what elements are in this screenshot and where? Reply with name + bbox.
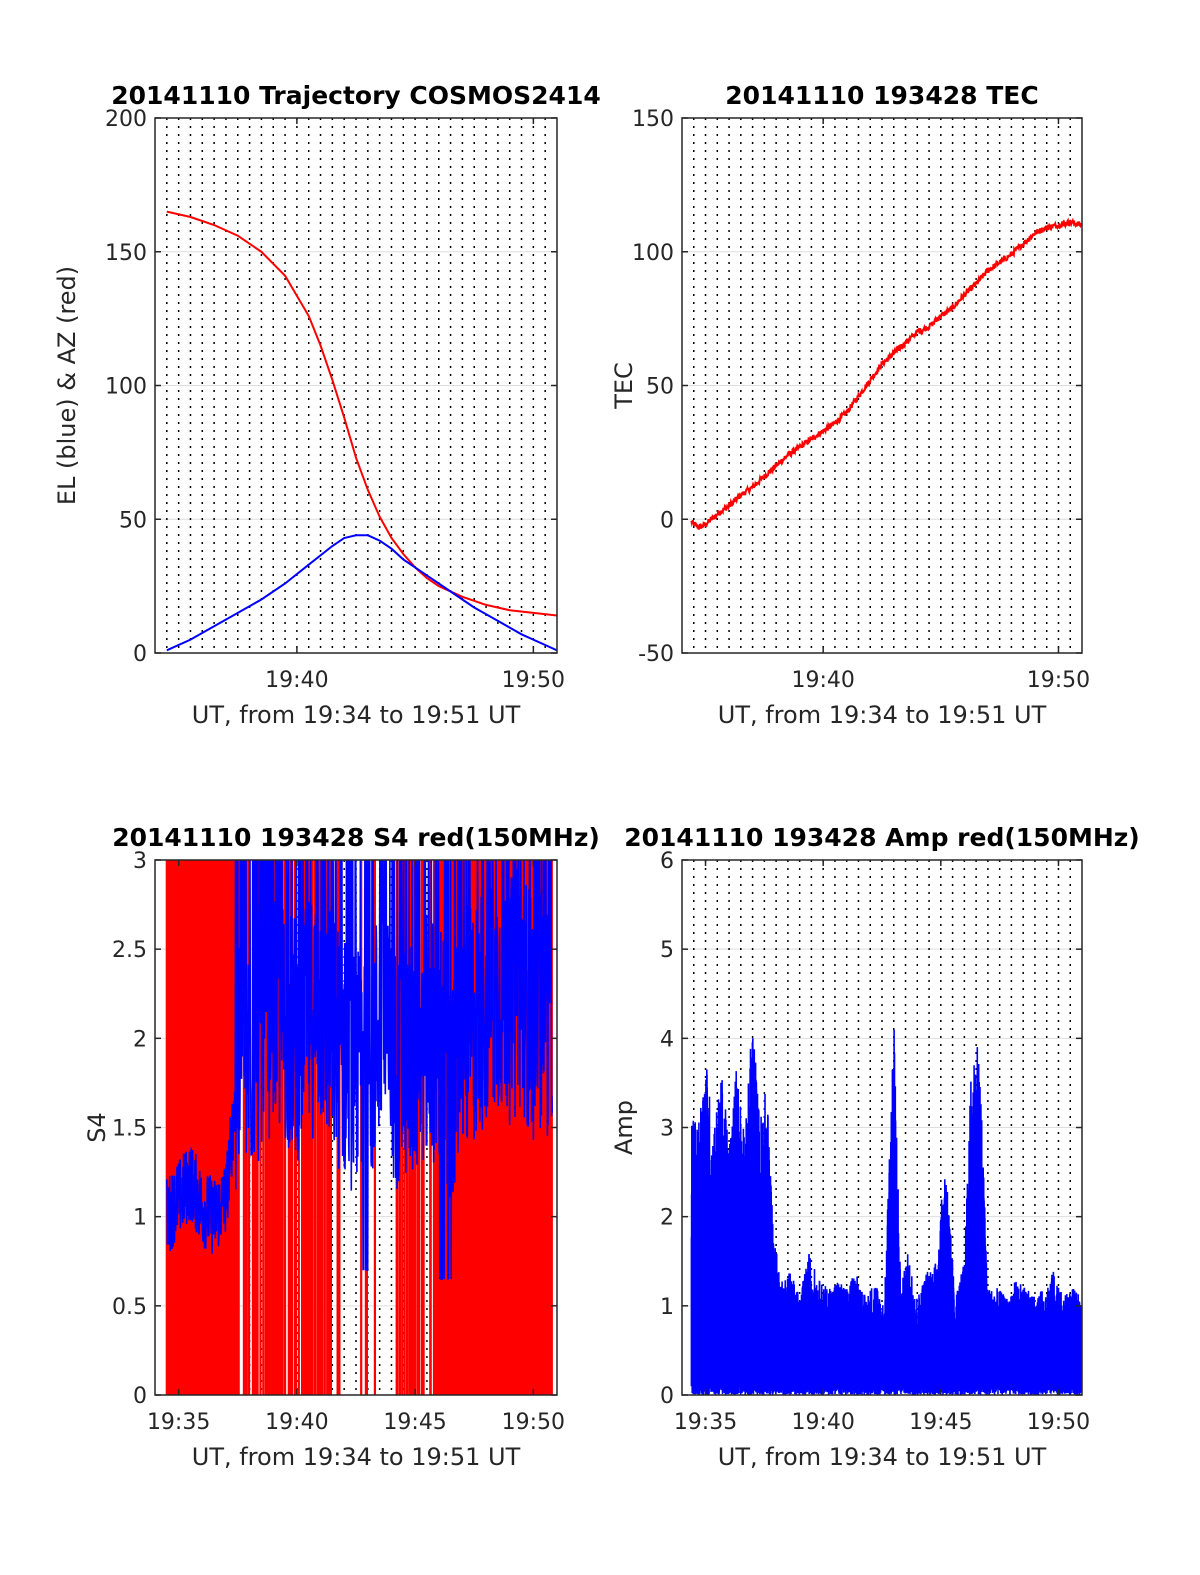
series-line-el	[166, 534, 557, 652]
x-tick-label: 19:40	[265, 668, 328, 693]
x-tick-label: 19:35	[147, 1410, 210, 1435]
x-axis-label: UT, from 19:34 to 19:51 UT	[192, 701, 521, 729]
y-tick-label: 3	[133, 849, 147, 874]
x-tick-label: 19:50	[1027, 668, 1090, 693]
chart-title: 20141110 Trajectory COSMOS2414	[111, 81, 601, 110]
chart-title: 20141110 193428 TEC	[725, 81, 1038, 110]
y-tick-label: 150	[632, 107, 674, 132]
y-tick-label: 2.5	[112, 938, 147, 963]
data-layer	[165, 860, 553, 1395]
series-line-amp	[690, 1029, 1082, 1395]
y-tick-label: 1	[133, 1206, 147, 1231]
series-line-tec	[690, 217, 1082, 530]
chart-title: 20141110 193428 S4 red(150MHz)	[112, 823, 600, 852]
series-line-s4-blue	[166, 860, 553, 1280]
y-axis-label: Amp	[610, 1100, 638, 1155]
x-tick-label: 19:40	[265, 1410, 328, 1435]
data-layer	[690, 217, 1082, 530]
series-line-az	[166, 210, 557, 617]
x-tick-label: 19:40	[791, 1410, 854, 1435]
chart-panel-2: -50 0 50 100 150 19:40 19:50 20141110 193428 TE…	[610, 81, 1090, 729]
y-tick-label: 3	[660, 1117, 674, 1142]
y-tick-label: 4	[660, 1027, 674, 1052]
x-tick-label: 19:45	[383, 1410, 446, 1435]
y-tick-label: 6	[660, 849, 674, 874]
y-tick-label: -50	[638, 642, 674, 667]
y-tick-label: 5	[660, 938, 674, 963]
chart-panel-1: 0 50 100 150 200 19:40 19:50 20141110 Trajector…	[53, 81, 601, 729]
y-tick-label: 1	[660, 1295, 674, 1320]
y-tick-label: 100	[632, 241, 674, 266]
y-tick-label: 0	[660, 1384, 674, 1409]
y-axis-label: EL (blue) & AZ (red)	[53, 266, 81, 505]
y-tick-label: 50	[119, 508, 147, 533]
chart-title: 20141110 193428 Amp red(150MHz)	[624, 823, 1140, 852]
x-tick-label: 19:40	[791, 668, 854, 693]
y-tick-label: 2	[660, 1206, 674, 1231]
x-tick-label: 19:35	[674, 1410, 737, 1435]
y-tick-label: 1.5	[112, 1117, 147, 1142]
y-axis-label: TEC	[610, 362, 638, 410]
y-tick-label: 0.5	[112, 1295, 147, 1320]
x-tick-label: 19:45	[909, 1410, 972, 1435]
chart-panel-3: 0 0.5 1 1.5 2 2.5 3 19:35 19:40 19:45 19:50 2014111…	[83, 823, 600, 1471]
y-tick-label: 0	[133, 642, 147, 667]
x-tick-label: 19:50	[502, 1410, 565, 1435]
y-tick-label: 150	[105, 241, 147, 266]
x-axis-label: UT, from 19:34 to 19:51 UT	[192, 1443, 521, 1471]
data-layer	[166, 210, 557, 652]
y-tick-label: 0	[660, 508, 674, 533]
y-tick-label: 2	[133, 1027, 147, 1052]
chart-panel-4: 0 1 2 3 4 5 6 19:35 19:40 19:45 19:50 20141110 1934…	[610, 823, 1140, 1471]
x-axis-label: UT, from 19:34 to 19:51 UT	[718, 1443, 1047, 1471]
y-tick-label: 200	[105, 107, 147, 132]
y-tick-label: 100	[105, 375, 147, 400]
x-tick-label: 19:50	[502, 668, 565, 693]
y-axis-label: S4	[83, 1112, 111, 1143]
data-layer	[690, 1029, 1082, 1395]
y-tick-label: 0	[133, 1384, 147, 1409]
x-axis-label: UT, from 19:34 to 19:51 UT	[718, 701, 1047, 729]
x-tick-label: 19:50	[1027, 1410, 1090, 1435]
y-tick-label: 50	[646, 375, 674, 400]
